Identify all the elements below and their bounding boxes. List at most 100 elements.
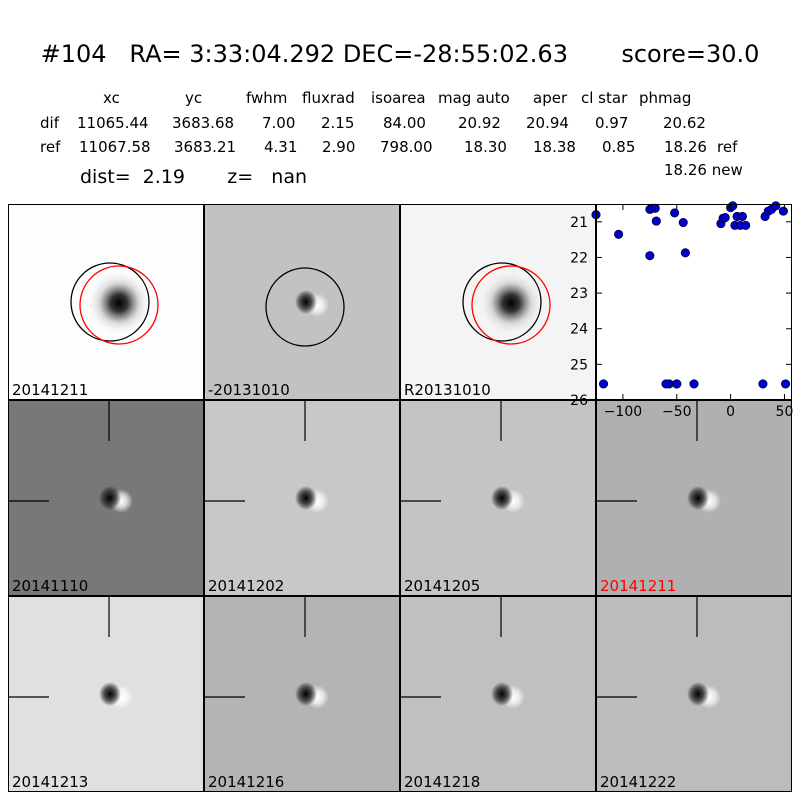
black-aperture-circle bbox=[265, 267, 345, 347]
table-cell: 18.30 bbox=[464, 138, 507, 156]
stamp-label: 20141211 bbox=[12, 381, 89, 399]
stamp-panel: R20131010 bbox=[400, 204, 596, 400]
stamp-image bbox=[70, 262, 159, 345]
y-tick-label: 26 bbox=[570, 393, 588, 409]
data-point bbox=[672, 379, 682, 389]
red-aperture-circle bbox=[471, 265, 551, 345]
y-tick-label: 22 bbox=[570, 250, 588, 266]
stamp-label: 20141216 bbox=[208, 773, 285, 791]
stamp-label: 20141211 bbox=[600, 577, 677, 595]
row-label-dif: dif bbox=[40, 114, 59, 132]
y-tick-label: 25 bbox=[570, 357, 588, 373]
stamp-image bbox=[401, 597, 525, 709]
col-header-isoarea: isoarea bbox=[371, 89, 426, 107]
data-point bbox=[778, 206, 788, 216]
stamp-panel: 20141213 bbox=[8, 596, 204, 792]
data-point bbox=[598, 379, 609, 389]
stamp-image bbox=[401, 401, 525, 513]
data-point bbox=[680, 248, 690, 258]
y-tick-label: 24 bbox=[570, 322, 588, 338]
table-cell: 20.92 bbox=[458, 114, 501, 132]
stamp-panel: 20141211 bbox=[8, 204, 204, 400]
data-point bbox=[670, 208, 680, 218]
y-tick-label: 21 bbox=[570, 215, 588, 231]
data-point bbox=[771, 201, 781, 211]
residual-negative bbox=[99, 682, 121, 706]
stamp-label: 20141205 bbox=[404, 577, 481, 595]
stamp-label: R20131010 bbox=[404, 381, 491, 399]
black-aperture-circle bbox=[70, 262, 150, 342]
stamp-panel: 20141216 bbox=[204, 596, 400, 792]
row-label-ref: ref bbox=[40, 138, 61, 156]
mag-scatter-chart: 21 22 23 24 25 26 −100 −50 0 50 bbox=[570, 201, 793, 420]
table-cell: 11067.58 bbox=[79, 138, 151, 156]
table-cell: 18.38 bbox=[533, 138, 576, 156]
stamp-panel: 20141218 bbox=[400, 596, 596, 792]
new-mag: 18.26 new bbox=[664, 161, 743, 179]
data-point bbox=[737, 211, 748, 222]
plot-frame bbox=[596, 204, 792, 400]
stamp-panel: -20131010 bbox=[204, 204, 400, 400]
data-point bbox=[645, 251, 655, 261]
table-cell: 20.62 bbox=[663, 114, 706, 132]
stamp-image bbox=[9, 401, 133, 513]
residual-negative bbox=[687, 682, 709, 706]
stamp-image bbox=[597, 401, 721, 513]
data-point bbox=[720, 212, 730, 223]
data-point bbox=[758, 379, 768, 389]
col-header-yc: yc bbox=[185, 89, 203, 107]
col-header-fwhm: fwhm bbox=[246, 89, 288, 107]
stamp-panel: 20141211 bbox=[596, 400, 792, 596]
star-source bbox=[85, 269, 153, 337]
data-point bbox=[650, 203, 660, 213]
table-cell: 2.90 bbox=[322, 138, 356, 156]
data-point bbox=[614, 229, 624, 239]
data-point bbox=[689, 379, 699, 389]
data-point bbox=[728, 201, 738, 211]
data-point bbox=[780, 379, 791, 389]
stamp-panel: 20141205 bbox=[400, 400, 596, 596]
x-tick-label: 50 bbox=[776, 404, 794, 420]
table-cell: 84.00 bbox=[383, 114, 426, 132]
table-cell: 20.94 bbox=[526, 114, 569, 132]
residual-negative bbox=[295, 290, 317, 314]
red-aperture-circle bbox=[79, 265, 159, 345]
table-cell: 11065.44 bbox=[77, 114, 149, 132]
plot-background bbox=[596, 204, 792, 400]
table-cell: 18.26 bbox=[664, 138, 707, 156]
stamp-label: 20141222 bbox=[600, 773, 677, 791]
data-point bbox=[678, 217, 688, 228]
col-header-fluxrad: fluxrad bbox=[302, 89, 355, 107]
stamp-label: 20141218 bbox=[404, 773, 481, 791]
residual-negative bbox=[99, 486, 121, 510]
residual-negative bbox=[295, 682, 317, 706]
table-cell: 4.31 bbox=[264, 138, 298, 156]
col-header-phmag: phmag bbox=[639, 89, 692, 107]
stamp-image bbox=[462, 262, 551, 345]
table-cell: 798.00 bbox=[380, 138, 433, 156]
black-aperture-circle bbox=[462, 262, 542, 342]
col-header-xc: xc bbox=[103, 89, 120, 107]
stamp-label: -20131010 bbox=[208, 381, 290, 399]
col-header-aper: aper bbox=[533, 89, 568, 107]
stamp-panel: 20141202 bbox=[204, 400, 400, 596]
data-point bbox=[661, 379, 671, 389]
stamp-image bbox=[597, 597, 721, 709]
x-tick-label: 0 bbox=[726, 404, 735, 420]
residual-negative bbox=[491, 682, 513, 706]
stamp-label: 20141202 bbox=[208, 577, 285, 595]
page-title: #104 RA= 3:33:04.292 DEC=-28:55:02.63 sc… bbox=[40, 40, 760, 68]
stamp-label: 20141213 bbox=[12, 773, 89, 791]
dist-line: dist= 2.19 z= nan bbox=[80, 166, 308, 188]
residual-negative bbox=[295, 486, 317, 510]
star-source bbox=[477, 269, 545, 337]
residual-negative bbox=[491, 486, 513, 510]
col-header-mag-auto: mag auto bbox=[438, 89, 510, 107]
stamp-panel: 20141222 bbox=[596, 596, 792, 792]
ref-suffix: ref bbox=[717, 138, 738, 156]
stamp-panel: 20141110 bbox=[8, 400, 204, 596]
stamp-image bbox=[265, 267, 345, 347]
col-header-cl-star: cl star bbox=[581, 89, 628, 107]
residual-negative bbox=[687, 486, 709, 510]
stamp-image bbox=[205, 401, 329, 513]
